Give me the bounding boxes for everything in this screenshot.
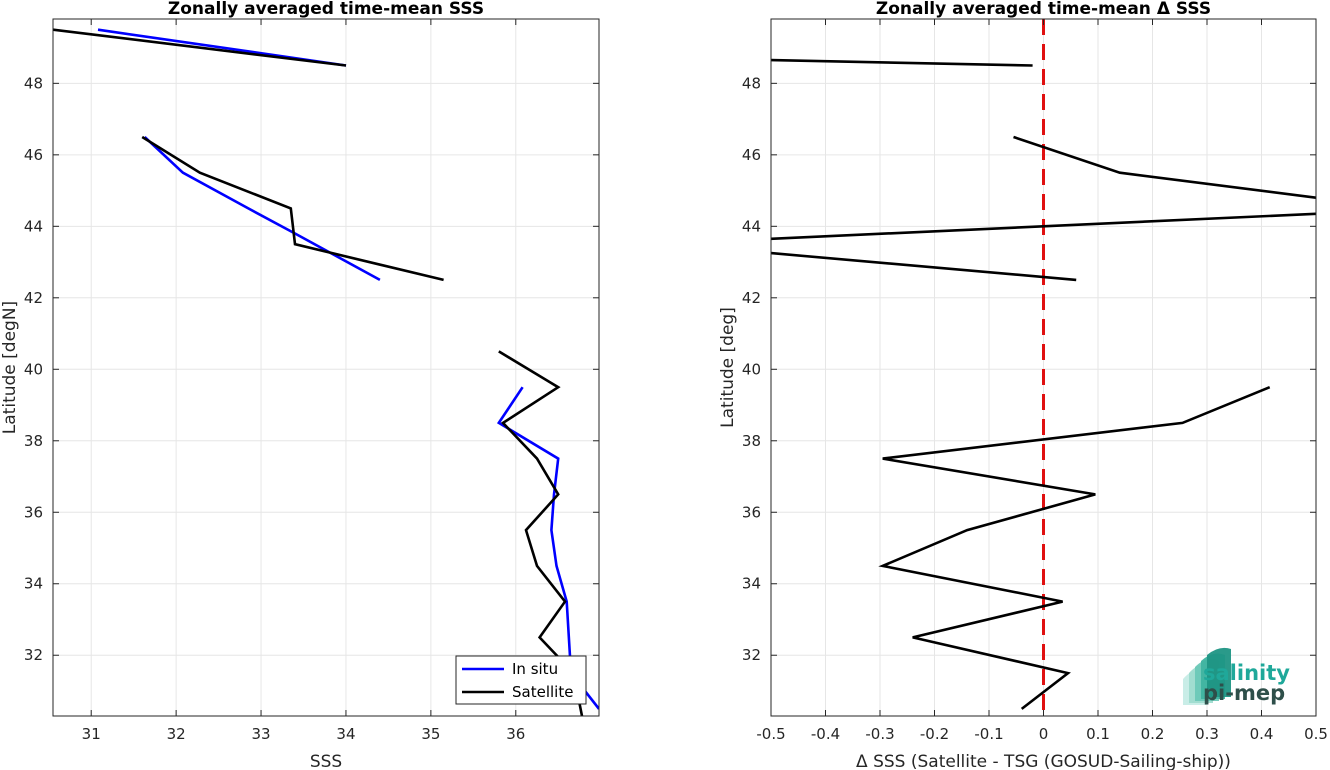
axes-frame (52, 18, 600, 717)
legend-box (455, 655, 587, 705)
y-tick-label: 34 (24, 575, 43, 593)
x-tick-label: -0.2 (920, 725, 949, 743)
y-axis-label: Latitude [degN] (0, 301, 20, 434)
x-tick-label: 0.5 (1304, 725, 1328, 743)
wave-icon (1183, 647, 1231, 705)
y-tick-label: 44 (24, 217, 43, 235)
legend-label-in-situ: In situ (512, 660, 558, 678)
chart-title: Zonally averaged time-mean Δ SSS (876, 0, 1211, 19)
left-chart-panel: 31 32 33 34 35 36 32 34 36 38 40 42 44 46 48 Zonally av… (0, 0, 600, 770)
series-group (771, 58, 1316, 710)
x-tick-label: 31 (82, 725, 101, 743)
x-tick-label: -0.3 (865, 725, 894, 743)
y-tick-label: 42 (24, 289, 43, 307)
y-tick-label: 38 (742, 432, 761, 450)
x-tick-label: 36 (506, 725, 525, 743)
y-tick-label: 46 (742, 146, 761, 164)
series-line-delta (771, 251, 1077, 282)
x-tick-label: 32 (167, 725, 186, 743)
series-group (53, 28, 599, 716)
logo-text-salinity: salinity (1203, 661, 1290, 685)
x-tick-label: 35 (421, 725, 440, 743)
x-tick-label: -0.4 (811, 725, 840, 743)
y-tick-label: 48 (742, 74, 761, 92)
y-axis-label: Latitude [deg] (718, 307, 738, 428)
y-tick-label: 40 (742, 360, 761, 378)
series-line-satellite (498, 350, 584, 716)
y-tick-label: 48 (24, 74, 43, 92)
series-line-satellite (141, 135, 444, 282)
x-tick-label: 34 (336, 725, 355, 743)
x-tick-label: -0.5 (756, 725, 785, 743)
series-line-in-situ (143, 136, 381, 282)
x-axis-label: SSS (310, 752, 342, 770)
y-tick-label: 38 (24, 432, 43, 450)
x-tick-label: 0.2 (1141, 725, 1165, 743)
x-tick-label: -0.1 (974, 725, 1003, 743)
series-line-in-situ (496, 386, 599, 710)
x-tick-label: 0.4 (1250, 725, 1274, 743)
x-tick-label: 0.1 (1086, 725, 1110, 743)
series-line-delta (771, 58, 1033, 67)
plot-area (53, 19, 599, 716)
y-tick-label: 32 (24, 646, 43, 664)
series-line-delta (878, 385, 1271, 710)
y-tick-label: 46 (24, 146, 43, 164)
legend-label-satellite: Satellite (512, 683, 573, 701)
y-tick-label: 32 (742, 646, 761, 664)
y-tick-label: 36 (742, 503, 761, 521)
y-tick-label: 34 (742, 575, 761, 593)
y-tick-label: 36 (24, 503, 43, 521)
chart-title: Zonally averaged time-mean SSS (168, 0, 484, 19)
x-tick-label: 33 (251, 725, 270, 743)
y-tick-label: 42 (742, 289, 761, 307)
x-tick-label: 0 (1039, 725, 1049, 743)
y-tick-label: 40 (24, 360, 43, 378)
series-line-delta (1013, 135, 1316, 199)
y-tick-label: 44 (742, 217, 761, 235)
logo-text-pi-mep: pi-mep (1203, 681, 1285, 705)
series-line-satellite (53, 28, 347, 67)
legend: In situ Satellite (455, 655, 587, 705)
x-axis-label: Δ SSS (Satellite - TSG (GOSUD-Sailing-sh… (856, 752, 1231, 770)
right-chart-panel: -0.5 -0.4 -0.3 -0.2 -0.1 0 0.1 0.2 0.3 0.4 0.5 32 34… (718, 0, 1328, 770)
x-tick-label: 0.3 (1195, 725, 1219, 743)
series-line-delta (771, 212, 1316, 241)
